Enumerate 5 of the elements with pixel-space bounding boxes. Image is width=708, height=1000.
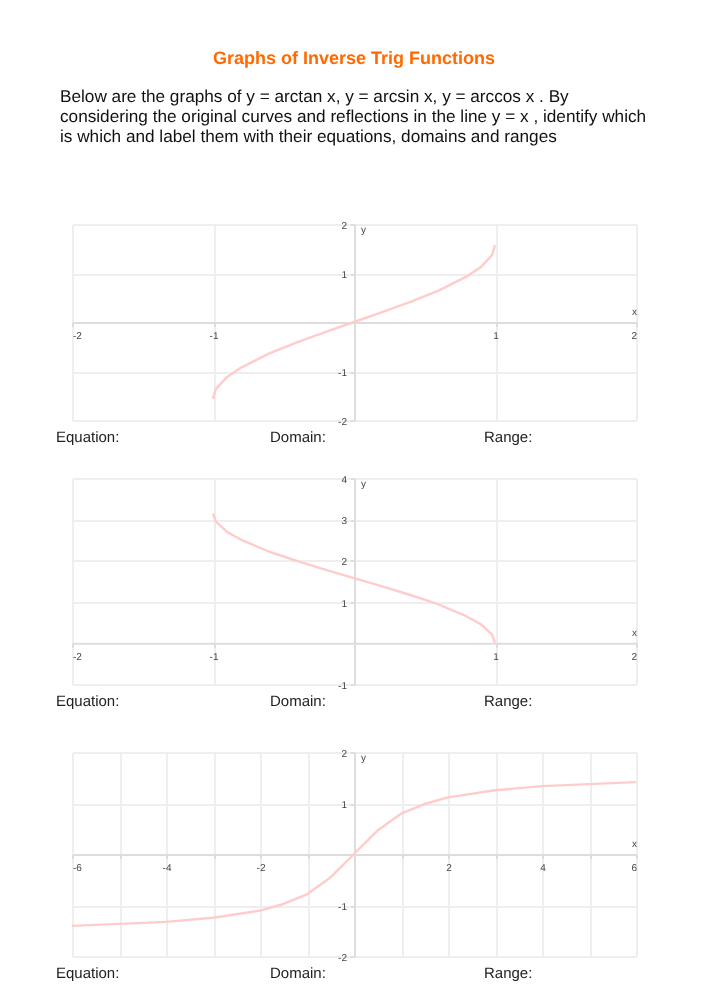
chart-subtitle: Below are the graphs of y = arctan x, y = arcsin x, y = arccos x . By considering the original curves and reflections in the line y = x , identify which is which and label them with their equations, domains and ranges [60,86,649,146]
line-series [211,243,497,401]
line-series [72,780,636,928]
line-series [211,512,497,644]
chart-title: Graphs of Inverse Trig Functions [210,48,498,68]
